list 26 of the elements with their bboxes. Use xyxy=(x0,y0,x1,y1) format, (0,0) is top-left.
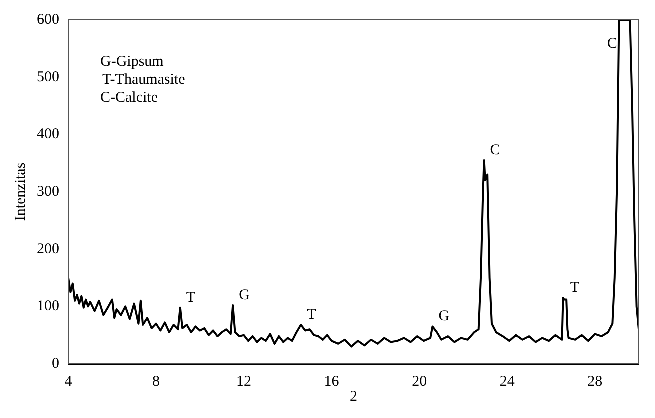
y-tick-label: 200 xyxy=(37,241,60,258)
x-tick-label: 8 xyxy=(152,374,160,390)
annotation: T xyxy=(307,307,316,324)
y-tick-label: 500 xyxy=(37,69,60,86)
x-tick-label: 24 xyxy=(500,374,516,390)
annotation: G xyxy=(239,288,250,304)
y-tick-label: 0 xyxy=(52,356,60,372)
annotation: T xyxy=(570,280,580,296)
y-tick-label: 400 xyxy=(37,126,60,143)
annotation: C-Calcite xyxy=(100,90,158,106)
annotation: G xyxy=(438,308,450,325)
annotation: T-Thaumasite xyxy=(102,72,186,88)
x-tick-label: 12 xyxy=(236,374,252,390)
y-tick-label: 300 xyxy=(37,184,60,200)
x-tick-label: 4 xyxy=(64,374,73,390)
annotation: C xyxy=(607,36,618,52)
y-tick-label: 600 xyxy=(37,12,60,28)
x-tick-label: 20 xyxy=(412,374,428,390)
x-tick-label: 16 xyxy=(324,374,340,390)
x-tick-label: 28 xyxy=(588,374,603,390)
annotation: T xyxy=(186,290,196,306)
annotation: C xyxy=(490,142,500,158)
x-axis-title: 2 xyxy=(350,388,358,405)
annotation: G-Gipsum xyxy=(100,54,164,70)
y-tick-label: 100 xyxy=(37,298,60,315)
y-axis-title: Intenzitas xyxy=(12,162,29,222)
